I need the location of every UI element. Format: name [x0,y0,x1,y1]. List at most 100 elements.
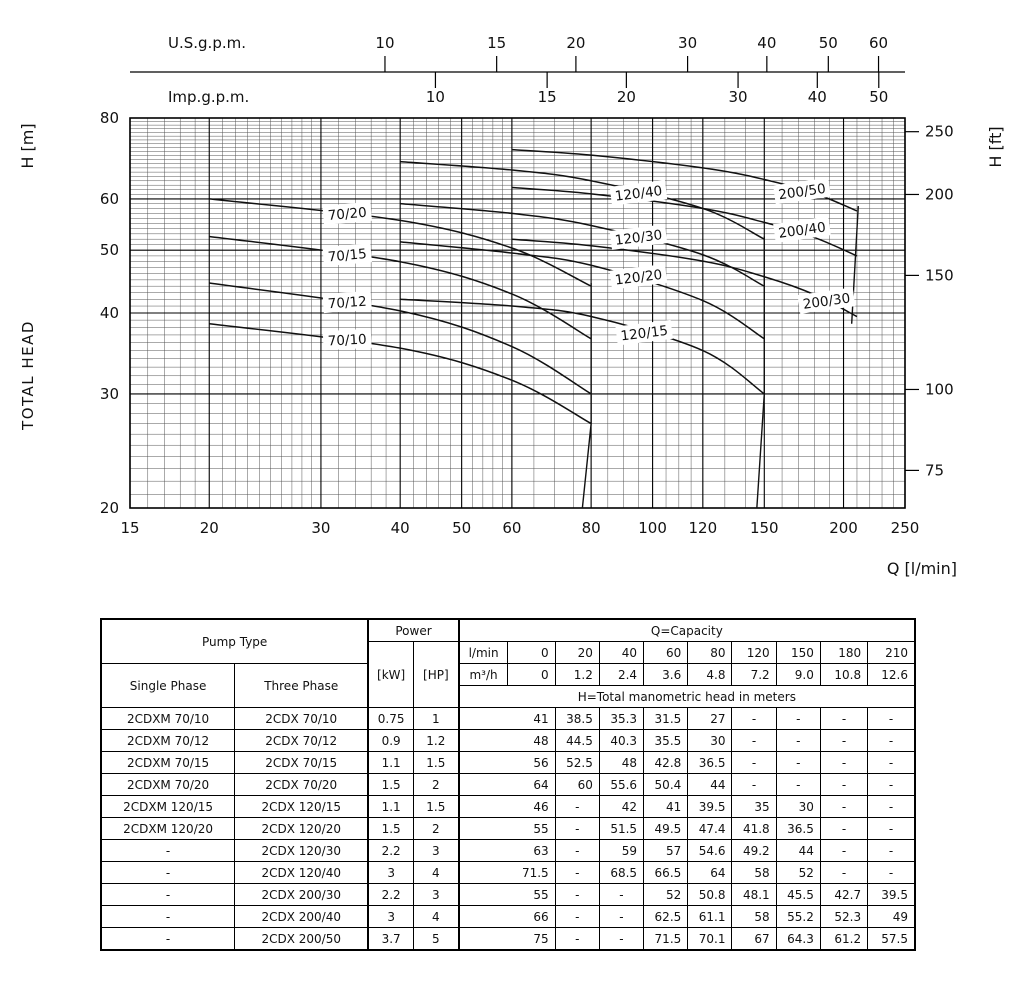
curve-70-20 [209,198,592,287]
capacity-value-cell: - [819,795,869,818]
curve-label-120-15: 120/15 [615,319,673,346]
capacity-value-cell: 36.5 [687,751,733,774]
header-row-m3h: Single Phase Three Phase m³/h 0 1.2 2.4 3.6… [100,663,916,708]
lmin-unit-header: l/min [457,641,509,664]
three-phase-cell: 2CDX 70/12 [234,729,369,752]
capacity-value-cell: 71.5 [643,927,689,951]
lmin-value-header: 60 [643,641,689,664]
capacity-value-cell: - [867,707,916,730]
svg-text:75: 75 [925,461,944,479]
capacity-value-cell: 49.5 [643,817,689,840]
capacity-value-cell: 64 [687,861,733,884]
m3h-value-header: 9.0 [775,663,821,686]
lmin-value-header: 180 [819,641,869,664]
capacity-value-cell: - [819,817,869,840]
table-row: 2CDXM 120/15 2CDX 120/15 1.1 1.5 46-42 41 39.5… [100,795,916,818]
capacity-value-cell: 52 [775,861,821,884]
capacity-value-cell: - [598,905,645,928]
three-phase-cell: 2CDX 200/50 [234,927,369,951]
capacity-value-cell: 31.5 [643,707,689,730]
three-phase-cell: 2CDX 120/15 [234,795,369,818]
capacity-value-cell: - [775,707,821,730]
cutoff-line-0 [581,283,592,509]
axis-right-ft: 75 100 150 200 250 [905,123,954,479]
svg-text:200/40: 200/40 [777,219,826,241]
table-header: Pump Type Power Q=Capacity [kW] [HP] l/m… [100,618,916,708]
table-body: 2CDXM 70/10 2CDX 70/10 0.75 1 41 38.5 35.3 31.5… [100,707,916,951]
capacity-value-cell: - [731,773,777,796]
single-phase-cell: 2CDXM 70/15 [100,751,236,774]
capacity-value-cell: - [554,883,600,906]
pump-performance-chart: 15 20 30 40 50 60 80 100 120 150 200 25020304050608… [18,34,1005,578]
svg-text:200: 200 [829,519,858,537]
capacity-value-cell: 50.8 [687,883,733,906]
capacity-value-cell: 27 [687,707,733,730]
three-phase-header: Three Phase [234,663,369,708]
capacity-value-cell: 71.5 [457,861,556,884]
curve-200-40 [511,186,858,257]
capacity-value-cell: - [598,883,645,906]
capacity-value-cell: 38.5 [554,707,600,730]
curve-120-40 [400,160,765,240]
power-header: Power [367,618,460,642]
svg-text:150: 150 [750,519,779,537]
capacity-value-cell: 46 [457,795,556,818]
hp-cell: 1.2 [412,729,460,752]
cutoff-line-1 [756,236,765,509]
capacity-value-cell: - [775,729,821,752]
capacity-value-cell: 44 [687,773,733,796]
svg-text:10: 10 [426,88,445,106]
capacity-value-cell: 39.5 [867,883,916,906]
m3h-value-header: 12.6 [867,663,916,686]
table-row: 2CDXM 70/10 2CDX 70/10 0.75 1 41 38.5 35.3 31.5… [100,707,916,730]
capacity-value-cell: - [554,795,600,818]
capacity-value-cell: 41 [457,707,556,730]
capacity-value-cell: - [867,795,916,818]
svg-text:120/40: 120/40 [614,183,663,205]
capacity-value-cell: 48 [598,751,645,774]
svg-text:15: 15 [120,519,139,537]
capacity-value-cell: 58 [731,861,777,884]
capacity-value-cell: 36.5 [775,817,821,840]
capacity-value-cell: 50.4 [643,773,689,796]
m3h-value-header: 3.6 [643,663,689,686]
lmin-value-header: 80 [687,641,733,664]
table-row: -2CDX 200/30 2.2 3 55- -52 50.8 48.1 45.5 42.7 39… [100,883,916,906]
kw-cell: 1.5 [367,817,415,840]
table-row: 2CDXM 120/20 2CDX 120/20 1.5 2 55-51.5 49.5 47… [100,817,916,840]
lmin-value-header: 210 [867,641,916,664]
single-phase-cell: 2CDXM 70/20 [100,773,236,796]
capacity-value-cell: 62.5 [643,905,689,928]
three-phase-cell: 2CDX 120/20 [234,817,369,840]
capacity-value-cell: - [598,927,645,951]
capacity-value-cell: 61.1 [687,905,733,928]
svg-text:40: 40 [808,88,827,106]
capacity-value-cell: 35.3 [598,707,645,730]
curve-label-120-20: 120/20 [609,263,668,290]
capacity-value-cell: 48.1 [731,883,777,906]
curve-labels: 70/20 70/15 70/12 70/10 120/40 120/30 120/20 12… [322,177,856,351]
hp-cell: 1 [412,707,460,730]
curve-label-70-15: 70/15 [322,243,372,267]
y-right-title: H [ft] [986,126,1005,167]
lmin-value-header: 40 [598,641,645,664]
capacity-value-cell: - [867,861,916,884]
hp-cell: 4 [412,861,460,884]
capacity-value-cell: - [867,839,916,862]
capacity-value-cell: 52.5 [554,751,600,774]
curve-label-120-30: 120/30 [609,224,668,250]
svg-text:Imp.g.p.m.: Imp.g.p.m. [168,88,249,106]
capacity-value-cell: 63 [457,839,556,862]
y-left-title: H [m] [18,123,37,168]
curve-120-30 [400,202,765,287]
svg-text:70/10: 70/10 [327,332,367,350]
capacity-value-cell: 44 [775,839,821,862]
capacity-value-cell: - [775,773,821,796]
svg-text:40: 40 [391,519,410,537]
svg-text:70/15: 70/15 [327,246,367,265]
capacity-value-cell: 55.2 [775,905,821,928]
svg-text:200/30: 200/30 [802,290,851,312]
three-phase-cell: 2CDX 120/40 [234,861,369,884]
svg-text:70/20: 70/20 [327,205,367,224]
capacity-value-cell: 51.5 [598,817,645,840]
